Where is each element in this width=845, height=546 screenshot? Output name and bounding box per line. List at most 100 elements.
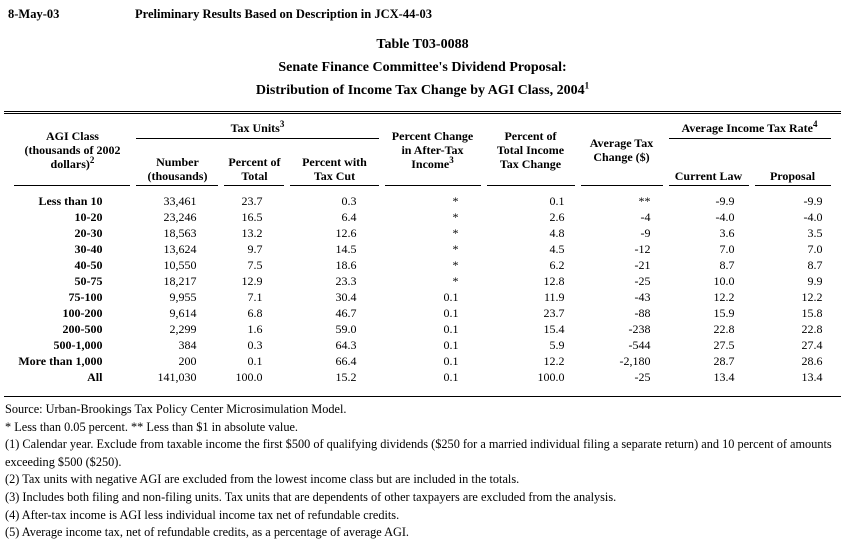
cell-proposal: 28.6 xyxy=(801,354,823,368)
cell-percent-of-total: 7.1 xyxy=(247,290,263,304)
cell-proposal: 8.7 xyxy=(807,258,823,272)
cell-percent-with-tax-cut: 66.4 xyxy=(335,354,357,368)
cell-percent-of-total: 6.8 xyxy=(247,306,263,320)
cell-average-tax-change: -25 xyxy=(634,274,651,288)
cell-pct-change-after-tax-income: * xyxy=(452,258,459,272)
cell-pct-of-total-income-tax-change: 23.7 xyxy=(543,306,565,320)
cell-number-thousands: 10,550 xyxy=(163,258,197,272)
cell-percent-with-tax-cut: 0.3 xyxy=(341,194,357,208)
cell-pct-of-total-income-tax-change: 12.8 xyxy=(543,274,565,288)
cell-number-thousands: 9,955 xyxy=(169,290,197,304)
cell-number-thousands: 18,563 xyxy=(163,226,197,240)
col-header-percent-of-total: Percent of Total xyxy=(224,139,285,186)
cell-pct-change-after-tax-income: * xyxy=(452,210,459,224)
col-group-tax-units: Tax Units3 xyxy=(136,114,379,139)
footnotes: Source: Urban-Brookings Tax Policy Cente… xyxy=(5,401,837,542)
table-row: 500-1,000 384 0.3 64.3 0.1 5.9 -544 27.5 27.4 xyxy=(14,337,830,353)
footnote: Source: Urban-Brookings Tax Policy Cente… xyxy=(5,402,347,416)
cell-average-tax-change: -25 xyxy=(634,370,651,384)
cell-percent-with-tax-cut: 23.3 xyxy=(335,274,357,288)
row-label: 20-30 xyxy=(74,226,103,240)
cell-average-tax-change: -4 xyxy=(640,210,651,224)
table-row: 40-50 10,550 7.5 18.6 * 6.2 -21 8.7 8.7 xyxy=(14,257,830,273)
cell-proposal: 7.0 xyxy=(807,242,823,256)
table-number-title: Table T03-0088 xyxy=(376,37,469,52)
cell-number-thousands: 33,461 xyxy=(163,194,197,208)
table-row: 50-75 18,217 12.9 23.3 * 12.8 -25 10.0 9.9 xyxy=(14,273,830,289)
cell-pct-of-total-income-tax-change: 5.9 xyxy=(549,338,565,352)
cell-current-law: -4.0 xyxy=(715,210,735,224)
cell-number-thousands: 13,624 xyxy=(163,242,197,256)
cell-number-thousands: 23,246 xyxy=(163,210,197,224)
cell-pct-change-after-tax-income: 0.1 xyxy=(443,354,459,368)
cell-proposal: 27.4 xyxy=(801,338,823,352)
row-label: 100-200 xyxy=(62,306,103,320)
cell-average-tax-change: -2,180 xyxy=(619,354,651,368)
cell-percent-with-tax-cut: 12.6 xyxy=(335,226,357,240)
cell-average-tax-change: -21 xyxy=(634,258,651,272)
cell-proposal: 12.2 xyxy=(801,290,823,304)
cell-pct-change-after-tax-income: * xyxy=(452,194,459,208)
cell-pct-of-total-income-tax-change: 6.2 xyxy=(549,258,565,272)
preliminary-note: Preliminary Results Based on Description… xyxy=(135,7,432,21)
cell-proposal: -4.0 xyxy=(803,210,823,224)
footnote: * Less than 0.05 percent. ** Less than $… xyxy=(5,419,299,434)
data-table-block: AGI Class (thousands of 2002 dollars)2 T… xyxy=(4,111,841,397)
cell-pct-of-total-income-tax-change: 0.1 xyxy=(549,194,565,208)
cell-percent-of-total: 7.5 xyxy=(247,258,263,272)
cell-current-law: 27.5 xyxy=(713,338,735,352)
row-label: 10-20 xyxy=(74,210,103,224)
table-row: 100-200 9,614 6.8 46.7 0.1 23.7 -88 15.9 15.8 xyxy=(14,305,830,321)
col-header-pct-of-total-income-tax-change: Percent of Total Income Tax Change xyxy=(486,114,575,186)
cell-percent-with-tax-cut: 18.6 xyxy=(335,258,357,272)
footnote: (5) Average income tax, net of refundabl… xyxy=(5,525,410,540)
cell-proposal: 13.4 xyxy=(801,370,823,384)
col-header-average-tax-change: Average Tax Change ($) xyxy=(580,114,663,186)
cell-pct-change-after-tax-income: * xyxy=(452,226,459,240)
cell-number-thousands: 18,217 xyxy=(163,274,197,288)
cell-pct-of-total-income-tax-change: 11.9 xyxy=(543,290,565,304)
cell-number-thousands: 384 xyxy=(178,338,197,352)
row-label: 75-100 xyxy=(68,290,103,304)
cell-current-law: 15.9 xyxy=(713,306,735,320)
col-header-number-thousands: Number (thousands) xyxy=(136,139,219,186)
cell-proposal: 9.9 xyxy=(807,274,823,288)
table-row: 10-20 23,246 16.5 6.4 * 2.6 -4 -4.0 -4.0 xyxy=(14,209,830,225)
col-header-percent-with-tax-cut: Percent with Tax Cut xyxy=(290,139,379,186)
cell-average-tax-change: -88 xyxy=(634,306,651,320)
cell-number-thousands: 200 xyxy=(178,354,197,368)
cell-pct-of-total-income-tax-change: 2.6 xyxy=(549,210,565,224)
proposal-title: Senate Finance Committee's Dividend Prop… xyxy=(278,60,567,75)
cell-current-law: 7.0 xyxy=(719,242,735,256)
cell-percent-of-total: 0.3 xyxy=(247,338,263,352)
cell-percent-of-total: 1.6 xyxy=(247,322,263,336)
cell-pct-change-after-tax-income: 0.1 xyxy=(443,322,459,336)
footnote-ref-2: 2 xyxy=(89,154,95,165)
footnote-ref-3: 3 xyxy=(279,119,285,129)
cell-current-law: 8.7 xyxy=(719,258,735,272)
row-label: 500-1,000 xyxy=(53,338,103,352)
table-row: 200-500 2,299 1.6 59.0 0.1 15.4 -238 22.8 22.8 xyxy=(14,321,830,337)
cell-pct-change-after-tax-income: 0.1 xyxy=(443,290,459,304)
cell-current-law: 12.2 xyxy=(713,290,735,304)
cell-proposal: -9.9 xyxy=(803,194,823,208)
row-label: Less than 10 xyxy=(38,194,103,208)
cell-percent-of-total: 9.7 xyxy=(247,242,263,256)
cell-pct-change-after-tax-income: * xyxy=(452,242,459,256)
row-label: More than 1,000 xyxy=(18,354,103,368)
data-table: AGI Class (thousands of 2002 dollars)2 T… xyxy=(8,114,836,385)
footnote-ref-3b: 3 xyxy=(449,154,454,165)
cell-current-law: 13.4 xyxy=(713,370,735,384)
cell-average-tax-change: -43 xyxy=(634,290,651,304)
row-label: 50-75 xyxy=(74,274,103,288)
table-row: Less than 10 33,461 23.7 0.3 * 0.1 ** -9.9 -9.9 xyxy=(14,186,830,209)
footnote: (4) After-tax income is AGI less individ… xyxy=(5,507,400,522)
cell-percent-with-tax-cut: 14.5 xyxy=(335,242,357,256)
footnote-ref-1: 1 xyxy=(584,80,590,91)
cell-percent-with-tax-cut: 6.4 xyxy=(341,210,357,224)
cell-percent-with-tax-cut: 46.7 xyxy=(335,306,357,320)
cell-pct-change-after-tax-income: * xyxy=(452,274,459,288)
page-header: 8-May-03 Preliminary Results Based on De… xyxy=(0,0,845,22)
cell-average-tax-change: -12 xyxy=(634,242,651,256)
